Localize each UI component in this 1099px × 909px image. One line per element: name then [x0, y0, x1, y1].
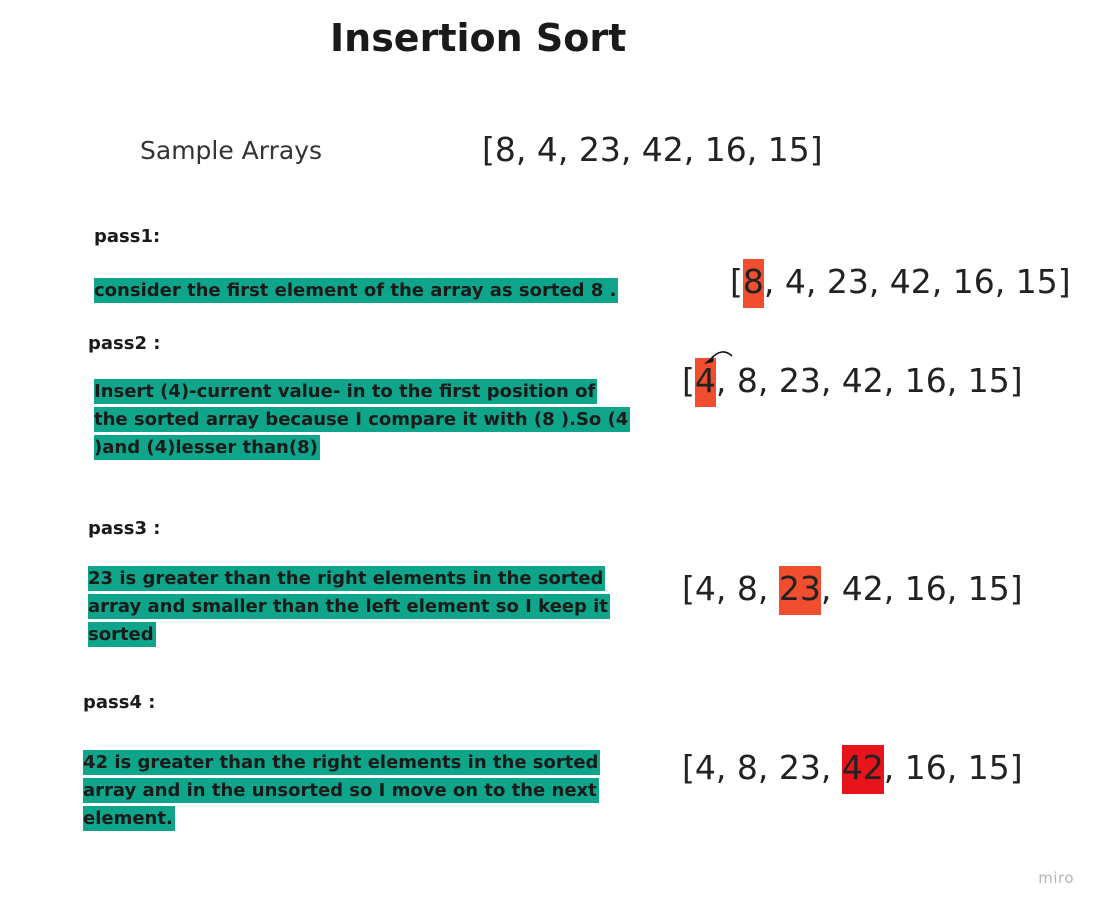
pass4-note-text: 42 is greater than the right elements in…: [83, 750, 601, 831]
pass4-array-highlight: 42: [841, 745, 884, 794]
pass1-array-suffix: , 4, 23, 42, 16, 15]: [763, 262, 1071, 301]
pass3-array-prefix: [4, 8,: [682, 569, 779, 608]
pass1-note-text: consider the first element of the array …: [94, 278, 619, 303]
miro-watermark: miro: [1038, 869, 1074, 887]
pass4-label: pass4 :: [83, 692, 156, 713]
pass4-note: 42 is greater than the right elements in…: [83, 749, 603, 833]
pass3-note: 23 is greater than the right elements in…: [88, 565, 610, 649]
pass3-array-suffix: , 42, 16, 15]: [820, 569, 1023, 608]
pass2-array-suffix: , 8, 23, 42, 16, 15]: [715, 361, 1023, 400]
pass2-label: pass2 :: [88, 333, 161, 354]
pass1-array-prefix: [: [730, 262, 743, 301]
pass2-note: Insert (4)-current value- in to the firs…: [94, 378, 634, 462]
pass1-note: consider the first element of the array …: [94, 277, 654, 305]
pass2-note-text: Insert (4)-current value- in to the firs…: [94, 379, 631, 460]
pass4-array: [4, 8, 23, 42, 16, 15]: [682, 745, 1023, 794]
pass1-array: [8, 4, 23, 42, 16, 15]: [730, 259, 1071, 308]
pass3-array: [4, 8, 23, 42, 16, 15]: [682, 566, 1023, 615]
sample-arrays-label: Sample Arrays: [140, 136, 323, 165]
pass2-array-prefix: [: [682, 361, 695, 400]
insert-arrow-icon: [704, 351, 733, 364]
pass2-array: [4, 8, 23, 42, 16, 15]: [682, 358, 1023, 407]
pass1-array-highlight: 8: [742, 259, 764, 308]
pass4-array-prefix: [4, 8, 23,: [682, 748, 842, 787]
pass3-note-text: 23 is greater than the right elements in…: [88, 566, 610, 647]
pass3-label: pass3 :: [88, 518, 161, 539]
pass3-array-highlight: 23: [778, 566, 821, 615]
sample-array: [8, 4, 23, 42, 16, 15]: [482, 130, 823, 169]
page-title: Insertion Sort: [330, 16, 627, 60]
pass2-array-highlight: 4: [694, 358, 716, 407]
pass1-label: pass1:: [94, 226, 161, 247]
pass4-array-suffix: , 16, 15]: [883, 748, 1023, 787]
